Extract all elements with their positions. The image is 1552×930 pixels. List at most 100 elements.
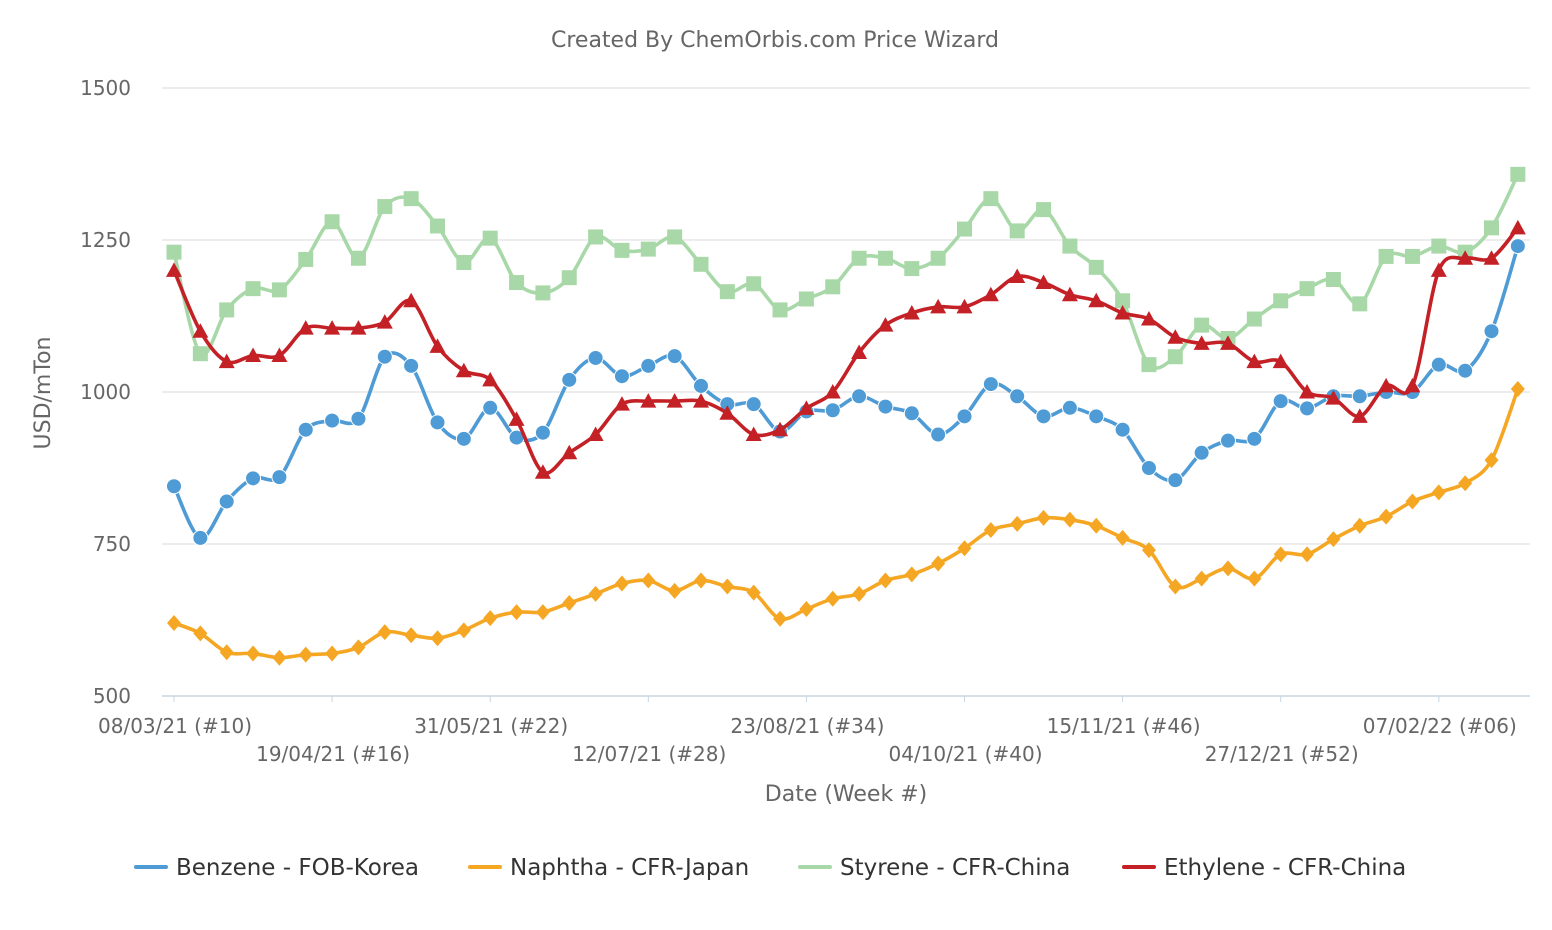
x-axis-title: Date (Week #) <box>765 782 927 807</box>
data-point <box>641 572 656 589</box>
data-point <box>693 256 709 272</box>
data-point <box>404 627 419 644</box>
x-tick-label: 23/08/21 (#34) <box>730 714 884 738</box>
data-point <box>825 590 840 607</box>
data-point <box>1036 202 1052 218</box>
data-point <box>903 304 920 320</box>
data-point <box>799 601 814 618</box>
data-point <box>1035 408 1052 425</box>
data-point <box>588 229 604 245</box>
x-tick-label: 15/11/21 (#46) <box>1047 714 1201 738</box>
data-point <box>192 346 208 362</box>
legend-item[interactable]: Naphtha - CFR-Japan <box>468 855 749 881</box>
data-point <box>877 398 894 415</box>
data-point <box>1272 353 1289 369</box>
data-point <box>1089 517 1104 534</box>
data-point <box>772 421 789 437</box>
data-point <box>640 241 656 257</box>
y-tick-label: 1000 <box>80 380 131 404</box>
data-point <box>772 302 788 318</box>
data-point <box>640 357 657 374</box>
data-point <box>1247 570 1262 587</box>
data-point <box>376 314 393 329</box>
data-point <box>562 594 577 611</box>
data-point <box>720 578 735 595</box>
data-point <box>1009 268 1026 283</box>
data-point <box>245 281 261 297</box>
legend-item[interactable]: Styrene - CFR-China <box>798 855 1070 881</box>
data-point <box>877 317 894 332</box>
data-point <box>851 388 868 405</box>
data-point <box>1510 380 1525 397</box>
data-point <box>719 284 735 300</box>
data-point <box>429 414 446 431</box>
data-point <box>904 566 919 583</box>
data-point <box>957 221 972 237</box>
data-point <box>1484 452 1499 469</box>
data-point <box>693 377 709 394</box>
data-point <box>192 323 209 338</box>
data-point <box>1431 484 1446 501</box>
data-point <box>1167 329 1184 344</box>
data-point <box>403 191 419 207</box>
data-point <box>930 426 947 443</box>
data-point <box>1221 560 1235 577</box>
data-point <box>219 302 235 318</box>
series-line <box>172 244 1520 540</box>
data-point <box>956 298 973 314</box>
data-point <box>614 242 630 258</box>
legend-item[interactable]: Benzene - FOB-Korea <box>134 855 419 881</box>
data-point <box>1457 362 1474 379</box>
data-point <box>1220 432 1236 449</box>
data-point <box>1088 259 1104 275</box>
data-point <box>878 572 893 589</box>
data-point <box>1379 508 1394 525</box>
data-point <box>1141 357 1157 373</box>
y-tick-label: 750 <box>93 532 131 556</box>
data-point <box>613 396 630 411</box>
data-point <box>851 344 868 359</box>
data-point <box>192 529 209 546</box>
data-point <box>218 353 235 369</box>
data-point <box>456 254 472 270</box>
data-point <box>1325 390 1342 405</box>
data-point <box>193 625 208 642</box>
data-point <box>931 555 946 572</box>
data-point <box>930 250 946 266</box>
data-point <box>719 405 736 420</box>
data-point <box>982 376 999 393</box>
data-point <box>1140 460 1157 476</box>
data-point <box>403 357 420 374</box>
data-point <box>773 610 788 627</box>
data-point <box>167 615 181 632</box>
data-point <box>1352 517 1367 534</box>
series-line <box>172 226 1520 475</box>
x-tick-label: 04/10/21 (#40) <box>889 742 1043 766</box>
chart-title: Created By ChemOrbis.com Price Wizard <box>551 28 999 53</box>
data-point <box>403 292 420 308</box>
data-point <box>455 362 472 378</box>
data-point <box>1035 274 1052 290</box>
data-point <box>1458 475 1473 492</box>
data-point <box>1509 219 1526 235</box>
data-point <box>693 393 709 408</box>
data-point <box>245 347 262 363</box>
data-point <box>1300 546 1315 563</box>
data-point <box>1404 248 1420 264</box>
data-point <box>1430 262 1447 277</box>
data-point <box>509 275 525 291</box>
data-point <box>350 410 367 427</box>
data-point <box>561 444 578 460</box>
data-point <box>455 430 472 447</box>
legend-item[interactable]: Ethylene - CFR-China <box>1122 855 1406 881</box>
data-point <box>1299 281 1315 297</box>
data-point <box>1061 399 1078 416</box>
data-point <box>298 646 313 663</box>
data-point <box>325 645 340 662</box>
data-point <box>1484 220 1499 236</box>
data-point <box>1062 238 1078 254</box>
legend-label: Ethylene - CFR-China <box>1164 855 1406 881</box>
x-tick-label: 12/07/21 (#28) <box>572 742 726 766</box>
data-point <box>1457 250 1474 265</box>
data-point <box>1194 570 1209 587</box>
